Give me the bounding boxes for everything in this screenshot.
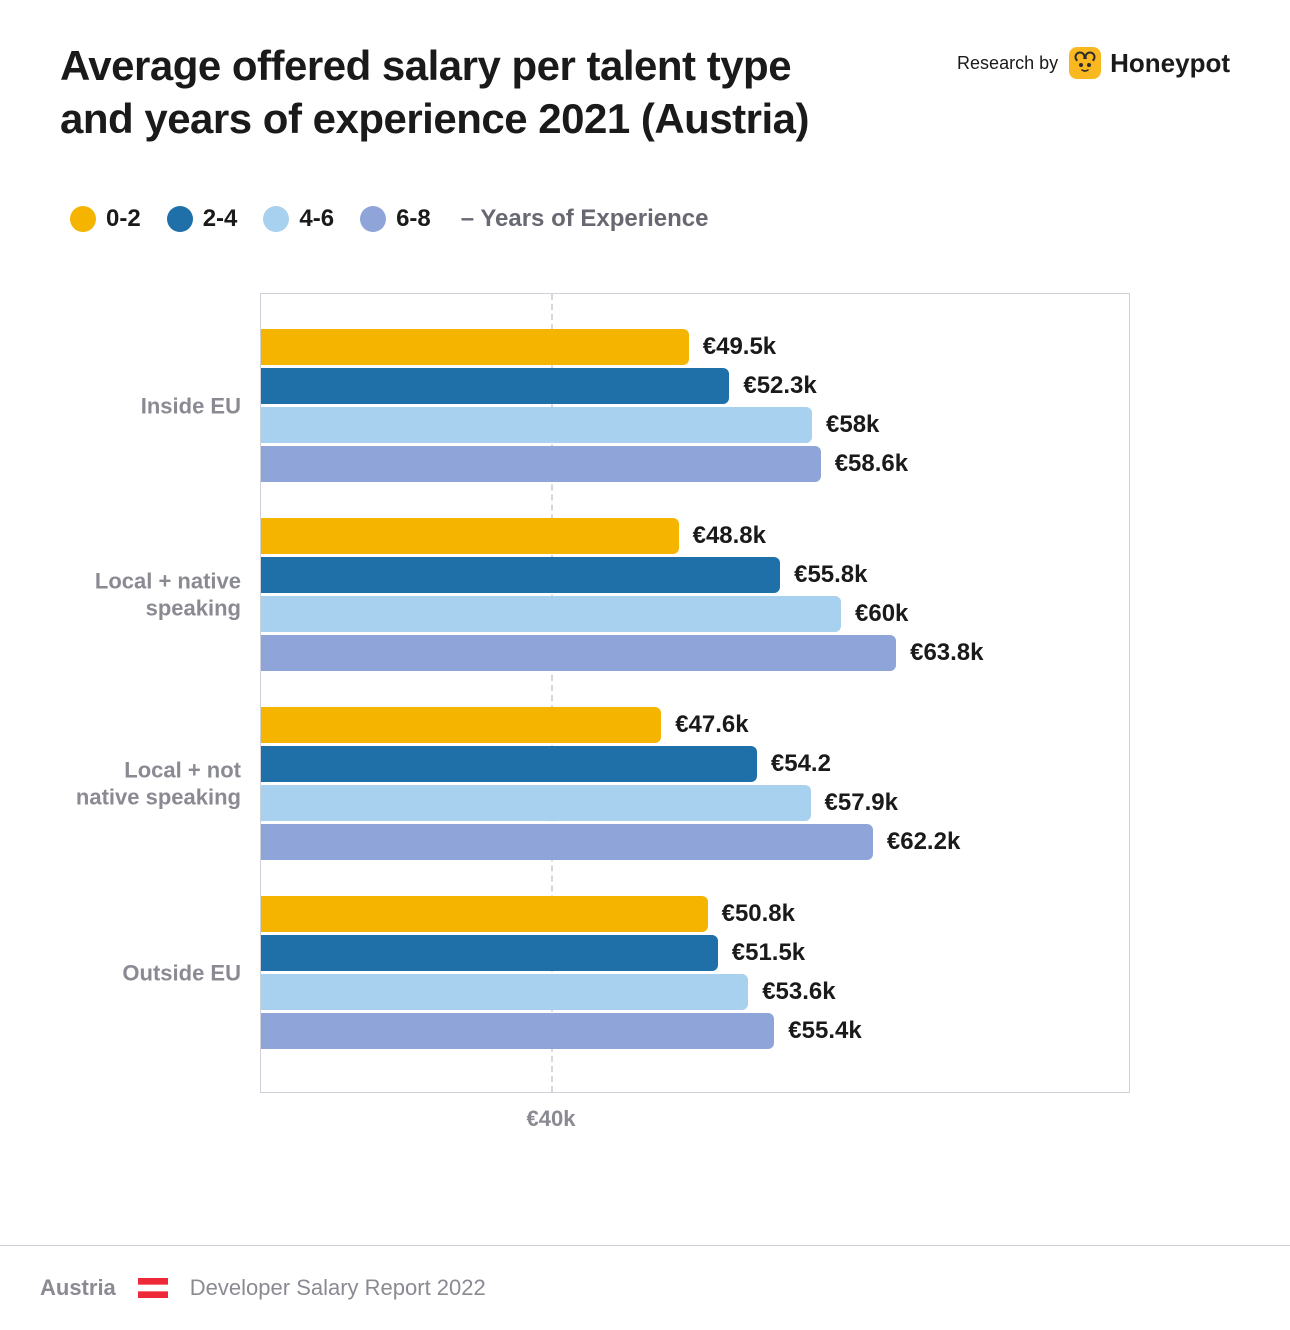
bar (261, 407, 812, 443)
header-row: Average offered salary per talent type a… (60, 40, 1230, 145)
bar-value-label: €50.8k (722, 900, 795, 928)
bar-row: €62.2k (261, 824, 1129, 860)
bar-row: €55.8k (261, 557, 1129, 593)
legend-label: 0-2 (106, 205, 141, 233)
page-title: Average offered salary per talent type a… (60, 40, 820, 145)
legend-label: 4-6 (299, 205, 334, 233)
category-group: Local + not native speaking€47.6k€54.2€5… (261, 696, 1129, 871)
legend-item: 2-4 (167, 205, 238, 233)
bar-value-label: €58k (826, 411, 879, 439)
bar-row: €63.8k (261, 635, 1129, 671)
bar-row: €50.8k (261, 896, 1129, 932)
legend-swatch (360, 206, 386, 232)
bar-row: €52.3k (261, 368, 1129, 404)
footer-country: Austria (40, 1275, 116, 1301)
bar-row: €55.4k (261, 1013, 1129, 1049)
bar (261, 518, 679, 554)
legend-suffix: – Years of Experience (461, 205, 709, 233)
chart: €40k Inside EU€49.5k€52.3k€58k€58.6kLoca… (260, 293, 1130, 1093)
bar-value-label: €48.8k (693, 522, 766, 550)
bar (261, 707, 661, 743)
bar (261, 596, 841, 632)
bar-row: €58k (261, 407, 1129, 443)
legend-label: 2-4 (203, 205, 238, 233)
x-axis-tick-label: €40k (527, 1106, 576, 1132)
category-group: Inside EU€49.5k€52.3k€58k€58.6k (261, 318, 1129, 493)
bar (261, 896, 708, 932)
bar (261, 329, 689, 365)
footer-report-title: Developer Salary Report 2022 (190, 1275, 486, 1301)
bar-value-label: €54.2 (771, 750, 831, 778)
honeypot-logo: Honeypot (1068, 46, 1230, 80)
plot-area: €40k Inside EU€49.5k€52.3k€58k€58.6kLoca… (260, 293, 1130, 1093)
bar-row: €60k (261, 596, 1129, 632)
bar-row: €53.6k (261, 974, 1129, 1010)
bar-value-label: €62.2k (887, 828, 960, 856)
bar-value-label: €57.9k (825, 789, 898, 817)
bar-value-label: €60k (855, 600, 908, 628)
legend-item: 6-8 (360, 205, 431, 233)
research-by-label: Research by (957, 53, 1058, 74)
bar (261, 635, 896, 671)
bar (261, 935, 718, 971)
bar (261, 974, 748, 1010)
category-label: Outside EU (71, 959, 261, 987)
legend-item: 4-6 (263, 205, 334, 233)
bar-value-label: €55.4k (788, 1017, 861, 1045)
bar (261, 824, 873, 860)
bar-row: €57.9k (261, 785, 1129, 821)
category-label: Local + not native speaking (71, 756, 261, 811)
category-group: Local + native speaking€48.8k€55.8k€60k€… (261, 507, 1129, 682)
bar (261, 446, 821, 482)
bar-row: €51.5k (261, 935, 1129, 971)
honeypot-icon (1068, 46, 1102, 80)
attribution: Research by Honeypot (957, 46, 1230, 80)
footer: Austria Developer Salary Report 2022 (0, 1246, 1290, 1330)
bar-value-label: €52.3k (743, 372, 816, 400)
legend-swatch (70, 206, 96, 232)
bar (261, 1013, 774, 1049)
bar-value-label: €49.5k (703, 333, 776, 361)
page: Average offered salary per talent type a… (0, 0, 1290, 1093)
bar-value-label: €55.8k (794, 561, 867, 589)
bar-value-label: €58.6k (835, 450, 908, 478)
legend-swatch (263, 206, 289, 232)
bar-row: €48.8k (261, 518, 1129, 554)
brand-name: Honeypot (1110, 48, 1230, 79)
bar-row: €47.6k (261, 707, 1129, 743)
bar-row: €58.6k (261, 446, 1129, 482)
austria-flag-icon (138, 1278, 168, 1298)
legend-item: 0-2 (70, 205, 141, 233)
bar-row: €54.2 (261, 746, 1129, 782)
bar (261, 746, 757, 782)
bar-value-label: €53.6k (762, 978, 835, 1006)
category-label: Inside EU (71, 392, 261, 420)
category-group: Outside EU€50.8k€51.5k€53.6k€55.4k (261, 885, 1129, 1060)
bar (261, 785, 811, 821)
bar-row: €49.5k (261, 329, 1129, 365)
bar (261, 557, 780, 593)
legend-label: 6-8 (396, 205, 431, 233)
bar-value-label: €47.6k (675, 711, 748, 739)
bar-value-label: €51.5k (732, 939, 805, 967)
category-label: Local + native speaking (71, 567, 261, 622)
bar (261, 368, 729, 404)
legend: 0-2 2-4 4-6 6-8 – Years of Experience (70, 205, 1230, 233)
bar-value-label: €63.8k (910, 639, 983, 667)
legend-swatch (167, 206, 193, 232)
